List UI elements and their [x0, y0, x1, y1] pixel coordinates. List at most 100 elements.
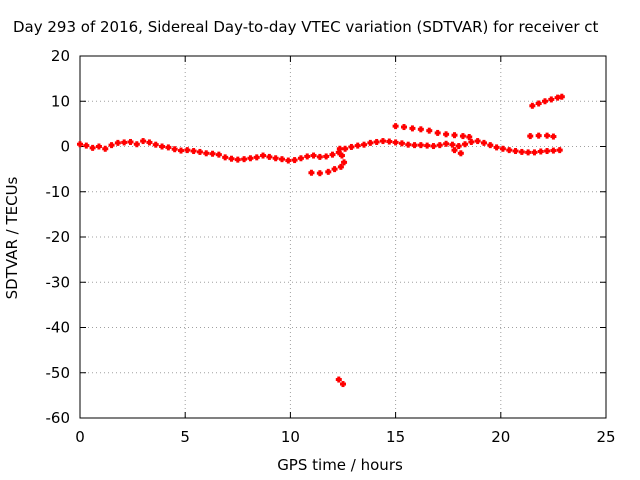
data-point	[457, 150, 464, 157]
data-point	[451, 132, 458, 139]
data-point	[272, 155, 279, 162]
data-point	[165, 144, 172, 151]
data-point	[487, 142, 494, 149]
data-point	[331, 166, 338, 173]
data-point	[77, 141, 83, 148]
data-point	[316, 170, 323, 177]
data-point	[379, 138, 386, 145]
data-point	[341, 159, 348, 166]
data-point	[417, 142, 424, 149]
data-points	[77, 93, 565, 388]
data-point	[544, 148, 551, 155]
data-point	[373, 138, 380, 145]
x-tick-label: 5	[180, 428, 190, 446]
data-point	[535, 132, 542, 139]
data-point	[83, 142, 90, 149]
data-point	[556, 147, 563, 154]
data-point	[308, 169, 315, 176]
data-point	[451, 147, 458, 154]
data-point	[215, 151, 222, 158]
data-point	[146, 139, 153, 146]
data-point	[443, 140, 450, 147]
y-tick-label: 0	[60, 138, 70, 156]
data-point	[329, 151, 336, 158]
data-point	[171, 146, 178, 153]
data-point	[184, 147, 191, 154]
data-point	[152, 141, 159, 148]
grid	[80, 56, 606, 418]
data-point	[468, 138, 475, 145]
data-point	[525, 149, 532, 156]
data-point	[89, 144, 96, 151]
data-point	[367, 139, 374, 146]
data-point	[234, 156, 241, 163]
data-point	[535, 100, 542, 107]
data-point	[196, 148, 203, 155]
data-point	[338, 152, 345, 159]
data-point	[361, 141, 368, 148]
data-point	[436, 142, 443, 149]
data-point	[266, 153, 273, 160]
data-point	[434, 129, 441, 136]
data-point	[285, 157, 292, 164]
data-point	[466, 133, 473, 140]
data-point	[325, 168, 332, 175]
data-point	[392, 123, 399, 130]
y-tick-label: -20	[46, 228, 71, 246]
data-point	[310, 152, 317, 159]
chart-title: Day 293 of 2016, Sidereal Day-to-day VTE…	[13, 18, 599, 36]
data-point	[304, 153, 311, 160]
data-point	[409, 125, 416, 132]
data-point	[459, 133, 466, 140]
y-axis-label: SDTVAR / TECUs	[3, 176, 21, 300]
x-axis-label: GPS time / hours	[277, 456, 403, 474]
axis-ticks: 0 5 10 15 20 25 20 10 0 -10 -20 -30 -40 -50 -60	[46, 47, 616, 446]
x-tick-label: 15	[386, 428, 405, 446]
data-point	[529, 102, 536, 109]
data-point	[114, 139, 121, 146]
data-point	[140, 138, 147, 145]
data-point	[512, 148, 519, 155]
data-point	[336, 145, 343, 152]
data-point	[354, 142, 361, 149]
y-tick-label: -30	[46, 273, 71, 291]
data-point	[121, 139, 128, 146]
data-point	[455, 143, 462, 150]
data-point	[527, 133, 534, 140]
data-point	[401, 124, 408, 131]
data-point	[541, 98, 548, 105]
data-point	[386, 138, 393, 145]
data-point	[506, 147, 513, 154]
data-point	[499, 145, 506, 152]
data-point	[323, 153, 330, 160]
y-tick-label: -60	[46, 409, 71, 427]
data-point	[474, 138, 481, 145]
data-point	[426, 127, 433, 134]
plot-border	[79, 55, 607, 419]
data-point	[337, 163, 344, 170]
x-tick-label: 10	[281, 428, 300, 446]
data-point	[335, 376, 342, 383]
data-point	[95, 143, 102, 150]
data-point	[531, 149, 538, 156]
data-point	[102, 145, 109, 152]
data-point	[291, 157, 298, 164]
data-point	[177, 147, 184, 154]
data-point	[548, 96, 555, 103]
data-point	[222, 154, 229, 161]
data-point	[342, 145, 349, 152]
data-point	[493, 144, 500, 151]
x-tick-label: 20	[491, 428, 510, 446]
data-point	[480, 139, 487, 146]
data-point	[537, 148, 544, 155]
data-point	[417, 126, 424, 133]
data-point	[348, 143, 355, 150]
data-point	[241, 156, 248, 163]
data-point	[405, 141, 412, 148]
data-point	[133, 141, 140, 148]
data-point	[550, 147, 557, 154]
data-point	[253, 154, 260, 161]
data-point	[228, 155, 235, 162]
data-point	[392, 139, 399, 146]
